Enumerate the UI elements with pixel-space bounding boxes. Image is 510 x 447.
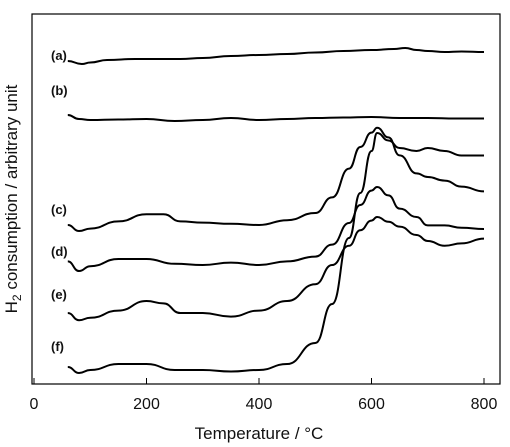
x-tick-label: 0	[30, 396, 39, 413]
series-line-c	[67, 126, 485, 232]
x-tick-label: 400	[246, 396, 273, 413]
series-label-a: (a)	[51, 48, 67, 63]
x-tick-label: 800	[471, 396, 498, 413]
series-label-e: (e)	[51, 287, 67, 302]
series-label-f: (f)	[51, 339, 64, 354]
series-line-b	[67, 114, 484, 122]
plot-frame	[31, 13, 501, 385]
curves-group	[67, 47, 485, 374]
x-tick-label: 200	[133, 396, 160, 413]
curve-labels-group: (a) (b) (c) (d) (e) (f)	[51, 48, 68, 354]
series-line-e	[67, 216, 485, 322]
series-line-a	[67, 47, 485, 65]
x-axis-label: Temperature / °C	[195, 424, 324, 443]
y-axis-label: H2 consumption / arbitrary unit	[2, 84, 24, 313]
x-tick-label: 600	[358, 396, 385, 413]
series-label-d: (d)	[51, 244, 68, 259]
series-label-b: (b)	[51, 83, 68, 98]
series-label-c: (c)	[51, 202, 67, 217]
series-line-f	[67, 132, 484, 374]
x-axis-ticks: 0 200 400 600 800	[30, 378, 498, 413]
series-line-d	[67, 186, 485, 272]
